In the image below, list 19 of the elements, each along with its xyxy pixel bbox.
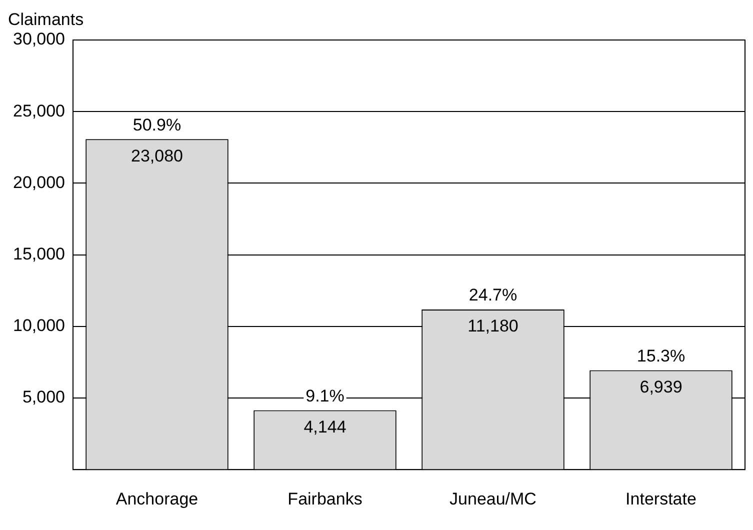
annotation: 9.1%	[306, 386, 344, 406]
y-tick-label: 10,000	[12, 316, 65, 336]
y-tick-label: 15,000	[12, 244, 65, 264]
annotation: 15.3%	[636, 346, 686, 366]
data-label: 6,939	[640, 377, 682, 396]
y-tick-label: 30,000	[12, 30, 65, 49]
data-label: 4,144	[304, 417, 346, 436]
x-tick-label: Juneau/MC	[450, 489, 536, 508]
y-tick-label: 5,000	[22, 388, 65, 407]
annotation: 24.7%	[468, 286, 518, 305]
y-tick-label: 20,000	[12, 172, 65, 192]
annotation: 50.9%	[132, 115, 182, 134]
y-tick-label: 25,000	[12, 101, 65, 120]
x-tick-label: Anchorage	[116, 489, 198, 508]
x-tick-label: Fairbanks	[288, 489, 362, 508]
y-axis-title: Claimants	[8, 10, 84, 30]
data-label: 11,180	[468, 316, 518, 336]
data-label: 23,080	[130, 146, 183, 166]
x-tick-label: Interstate	[626, 489, 696, 508]
